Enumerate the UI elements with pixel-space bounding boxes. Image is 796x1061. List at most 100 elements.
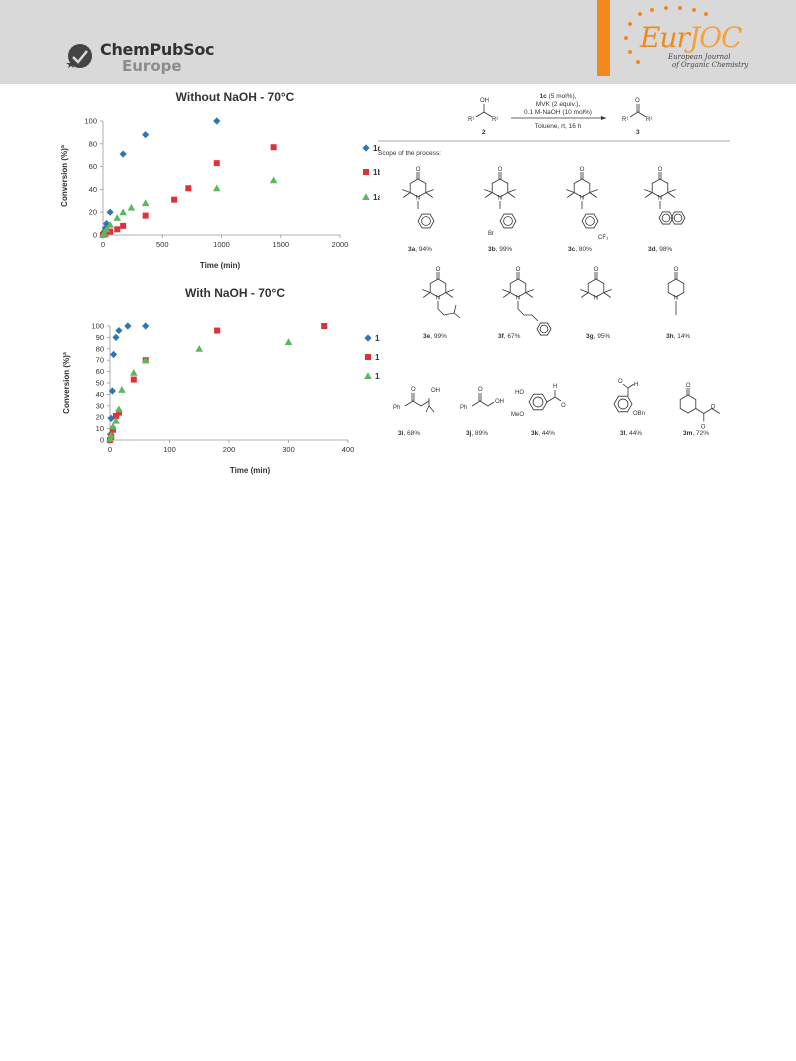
data-point-1b bbox=[171, 196, 178, 203]
svg-text:O: O bbox=[701, 425, 706, 431]
x-tick-label: 2000 bbox=[332, 240, 349, 249]
reaction-conditions: Toluene, rt, 16 h bbox=[535, 123, 582, 130]
svg-text:O: O bbox=[658, 167, 663, 173]
data-point-1a bbox=[106, 435, 114, 442]
data-point-1a bbox=[269, 176, 278, 184]
data-point-1a bbox=[284, 338, 293, 345]
svg-text:O: O bbox=[478, 387, 483, 393]
substrate-structure: OH R¹ R² bbox=[468, 98, 498, 123]
svg-text:O: O bbox=[580, 167, 585, 173]
data-point-1a bbox=[100, 228, 108, 236]
svg-text:R²: R² bbox=[646, 117, 652, 123]
svg-text:O: O bbox=[516, 267, 521, 273]
legend-marker-1b bbox=[363, 169, 369, 175]
svg-text:N: N bbox=[580, 196, 584, 202]
structure-3c: O N CF₃ bbox=[566, 167, 609, 241]
journal-subtitle-2: of Organic Chemistry bbox=[672, 61, 749, 69]
svg-text:O: O bbox=[686, 383, 691, 389]
y-axis-title: Conversion (%)ª bbox=[62, 352, 71, 414]
data-point-1c bbox=[119, 150, 127, 158]
data-point-1a bbox=[106, 220, 114, 228]
y-tick-label: 90 bbox=[96, 333, 104, 342]
data-point-1a bbox=[113, 214, 122, 221]
data-point-1b bbox=[112, 413, 119, 420]
structure-3d: ON bbox=[644, 167, 686, 225]
svg-text:R²: R² bbox=[492, 117, 498, 123]
y-tick-label: 10 bbox=[96, 424, 104, 433]
product-label-3g: 3g, 95% bbox=[586, 333, 610, 340]
data-point-1a bbox=[112, 416, 120, 424]
legend-marker-1b bbox=[365, 354, 371, 360]
structure-3m: O O O bbox=[679, 383, 721, 431]
eurjoc-stars-icon bbox=[624, 6, 708, 64]
y-tick-label: 70 bbox=[96, 356, 104, 365]
data-point-1c bbox=[112, 333, 120, 341]
svg-text:O: O bbox=[416, 167, 421, 173]
x-tick-label: 1000 bbox=[213, 240, 230, 249]
data-point-1b bbox=[213, 160, 220, 167]
svg-text:N: N bbox=[658, 196, 662, 202]
product-label-3b: 3b, 99% bbox=[488, 246, 512, 253]
svg-text:Br: Br bbox=[488, 231, 494, 237]
y-tick-label: 40 bbox=[89, 185, 97, 194]
x-tick-label: 0 bbox=[108, 445, 112, 454]
structure-3f: ON bbox=[502, 267, 552, 336]
reagent-line-3: 0.1 M-NaOH (10 mol%) bbox=[524, 109, 592, 116]
data-point-1a bbox=[127, 203, 136, 211]
svg-text:OBn: OBn bbox=[633, 411, 645, 417]
reagent-line-2: MVK (2 equiv.), bbox=[536, 101, 581, 108]
page-header: ChemPubSoc Europe EurJOC European Journa… bbox=[0, 0, 796, 84]
svg-text:N: N bbox=[516, 296, 520, 302]
data-point-1c bbox=[142, 322, 150, 330]
product-label-3l: 3l, 44% bbox=[620, 430, 642, 437]
x-tick-label: 500 bbox=[156, 240, 169, 249]
substrate-number: 2 bbox=[482, 129, 486, 136]
svg-text:Ph: Ph bbox=[393, 405, 400, 411]
svg-text:N: N bbox=[436, 296, 440, 302]
svg-text:H: H bbox=[553, 384, 557, 390]
data-point-1c bbox=[124, 322, 132, 330]
product-label-3h: 3h, 14% bbox=[666, 333, 690, 340]
svg-text:O: O bbox=[635, 98, 640, 104]
y-tick-label: 100 bbox=[84, 117, 97, 126]
structure-3l: H O OBn bbox=[613, 379, 645, 417]
data-point-1b bbox=[130, 376, 137, 383]
x-tick-label: 0 bbox=[101, 240, 105, 249]
publisher-name: ChemPubSoc bbox=[100, 40, 215, 59]
svg-text:O: O bbox=[498, 167, 503, 173]
y-tick-label: 30 bbox=[96, 401, 104, 410]
product-label-3f: 3f, 67% bbox=[498, 333, 521, 340]
structure-3i: Ph O OH bbox=[393, 387, 440, 413]
product-label-3d: 3d, 98% bbox=[648, 246, 672, 253]
svg-text:Ph: Ph bbox=[460, 405, 467, 411]
svg-text:N: N bbox=[594, 296, 598, 302]
svg-text:R¹: R¹ bbox=[622, 117, 628, 123]
product-structure: O R¹ R² bbox=[622, 98, 652, 123]
product-label-3a: 3a, 94% bbox=[408, 246, 432, 253]
legend-marker-1c bbox=[362, 144, 370, 152]
scope-heading: Scope of the process: bbox=[378, 150, 441, 157]
product-label-3i: 3i, 68% bbox=[398, 430, 420, 437]
svg-text:O: O bbox=[674, 267, 679, 273]
legend-marker-1c bbox=[364, 334, 372, 342]
svg-text:OH: OH bbox=[480, 98, 489, 104]
structure-3a: ON bbox=[402, 167, 435, 229]
reaction-scheme: OH R¹ R² 2 1c (5 mol%), MVK (2 equiv.), … bbox=[378, 93, 730, 437]
y-tick-label: 100 bbox=[91, 322, 104, 331]
data-point-1c bbox=[213, 117, 221, 125]
legend-label-1b: 1b bbox=[373, 168, 380, 177]
data-point-1a bbox=[118, 386, 126, 393]
data-point-1a bbox=[130, 368, 138, 376]
y-axis-title: Conversion (%)ª bbox=[60, 145, 69, 207]
legend-marker-1a bbox=[364, 372, 372, 379]
chart-with-naoh: With NaOH - 70°C 0 100 200 300 400 0 10 20 30 40 5… bbox=[62, 286, 380, 475]
y-tick-label: 0 bbox=[93, 231, 97, 240]
svg-text:O: O bbox=[411, 387, 416, 393]
product-label-3c: 3c, 80% bbox=[568, 246, 592, 253]
y-tick-label: 20 bbox=[89, 208, 97, 217]
legend-label-1a: 1a bbox=[373, 193, 380, 202]
svg-text:O: O bbox=[711, 405, 716, 411]
svg-text:N: N bbox=[674, 296, 678, 302]
data-point-1b bbox=[185, 185, 192, 192]
